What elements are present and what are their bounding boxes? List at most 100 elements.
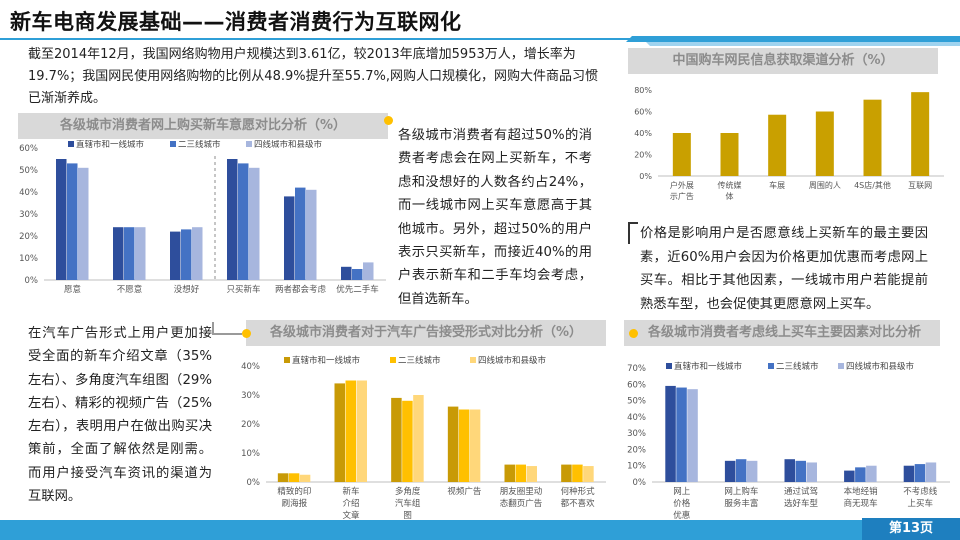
bar-chart1-s0-c2 <box>170 231 181 280</box>
bar-chart4-s1-c1 <box>735 459 747 482</box>
x-tick-label: 多角度汽车组图 <box>395 486 421 520</box>
bar-chart3-s1-c2 <box>402 400 413 482</box>
y-tick-label: 20% <box>19 232 38 242</box>
bar-chart4-s2-c1 <box>746 460 758 482</box>
bar-chart1-s0-c5 <box>341 266 352 280</box>
legend-label: 二三线城市 <box>776 361 819 372</box>
y-tick-label: 10% <box>19 254 38 264</box>
bar-chart4-s2-c0 <box>687 389 698 482</box>
legend-label: 直辖市和一线城市 <box>76 140 145 150</box>
legend-swatch <box>390 357 396 363</box>
bar-chart1-s1-c1 <box>124 227 135 280</box>
y-tick-label: 60% <box>634 108 652 117</box>
x-tick-label: 传统媒体 <box>718 180 742 201</box>
x-tick-label: 本地经销商无现车 <box>844 486 879 509</box>
bar-chart3-s2-c2 <box>413 395 424 482</box>
bar-chart3-s2-c0 <box>299 474 311 482</box>
x-tick-label: 朋友圈里动态翻页广告 <box>500 486 543 509</box>
x-tick-label: 只买新车 <box>226 284 260 295</box>
x-tick-label: 两者都会考虑 <box>275 284 327 295</box>
x-tick-label: 网上价格优惠 <box>673 487 691 520</box>
legend-label: 二三线城市 <box>178 140 221 150</box>
chart4-title-dot <box>629 329 638 338</box>
bar-chart3-s0-c3 <box>447 406 459 482</box>
y-tick-label: 30% <box>19 210 38 220</box>
x-tick-label: 户外展示广告 <box>670 180 694 201</box>
y-tick-label: 40% <box>241 362 260 372</box>
bar-chart3-s1-c3 <box>458 409 470 482</box>
y-tick-label: 0% <box>639 172 652 181</box>
y-tick-label: 60% <box>19 144 38 154</box>
legend-swatch <box>838 363 844 369</box>
bar-chart1-s1-c3 <box>238 163 249 280</box>
bar-chart4-s0-c2 <box>784 459 795 482</box>
right-text-bracket-top <box>628 222 638 224</box>
x-tick-label: 互联网 <box>908 181 932 190</box>
page-number: 第13页 <box>862 518 960 540</box>
y-tick-label: 80% <box>634 86 652 95</box>
legend-swatch <box>284 357 290 363</box>
y-tick-label: 10% <box>241 449 260 459</box>
bar-chart4-s2-c2 <box>806 462 817 482</box>
connector-left-h <box>212 333 242 335</box>
bar-chart1-s0-c1 <box>113 227 124 280</box>
bar-chart1-s1-c2 <box>181 229 192 280</box>
right-text-bracket <box>628 222 630 244</box>
legend-swatch <box>666 363 672 369</box>
bar-chart1-s0-c3 <box>227 159 238 280</box>
bar-chart2-s0-c0 <box>672 133 691 176</box>
legend-swatch <box>768 363 774 369</box>
mid-paragraph: 各级城市消费者有超过50%的消费者考虑会在网上买新车，不考虑和没想好的人数各约占… <box>398 128 592 307</box>
chart-online-factors: 0% 10% 20% 30% 40% 50% 60% 70% 网上价格优惠 网上购车服务丰富 通过试… <box>624 352 954 521</box>
y-tick-label: 30% <box>627 429 646 439</box>
chart-info-channels: 0% 20% 40% 60% 80% 户外展示广告 传统媒体 车展 周围的人 4S店/其他 互联网 <box>628 78 950 210</box>
bar-chart3-s1-c0 <box>288 473 300 482</box>
x-tick-label: 愿意 <box>64 284 81 295</box>
y-tick-label: 50% <box>627 397 646 407</box>
x-tick-label: 周围的人 <box>809 180 841 190</box>
legend-label: 二三线城市 <box>398 355 441 366</box>
x-tick-label: 没想好 <box>174 284 200 295</box>
y-tick-label: 30% <box>241 391 260 401</box>
bar-chart1-s0-c4 <box>284 196 295 280</box>
y-tick-label: 0% <box>25 276 39 286</box>
bar-chart1-s2-c1 <box>135 227 146 280</box>
legend-label: 直辖市和一线城市 <box>292 355 361 366</box>
chart4-svg: 0% 10% 20% 30% 40% 50% 60% 70% 网上价格优惠 网上购车服务丰富 通过试… <box>627 361 950 521</box>
y-tick-label: 40% <box>627 413 646 423</box>
chart-ad-formats: 0% 10% 20% 30% 40% 精致的印刷海报 新车介绍文章 多角度汽车组图 视频广告 朋友… <box>238 352 610 521</box>
bar-chart4-s0-c1 <box>724 460 736 482</box>
bar-chart1-s2-c3 <box>249 167 260 280</box>
y-tick-label: 60% <box>627 380 646 390</box>
bar-chart3-s2-c3 <box>469 409 481 482</box>
chart1-title-dot <box>384 116 393 125</box>
bar-chart4-s0-c0 <box>665 385 676 482</box>
x-tick-label: 不考虑线上买车 <box>903 486 938 509</box>
bar-chart4-s0-c4 <box>903 465 915 482</box>
chart4-title: 各级城市消费者考虑线上买车主要因素对比分析 <box>624 320 940 346</box>
chart3-title: 各级城市消费者对于汽车广告接受形式对比分析（%） <box>246 320 606 346</box>
y-tick-label: 20% <box>634 151 652 160</box>
y-tick-label: 40% <box>19 188 38 198</box>
bar-chart4-s1-c0 <box>676 387 687 482</box>
bar-chart4-s2-c3 <box>866 465 877 482</box>
bar-chart3-s2-c1 <box>356 380 367 482</box>
bar-chart1-s2-c0 <box>78 167 89 280</box>
y-tick-label: 0% <box>247 478 261 488</box>
bar-chart2-s0-c4 <box>863 99 882 176</box>
y-tick-label: 20% <box>627 445 646 455</box>
legend-swatch <box>470 357 476 363</box>
connector-left-v <box>212 322 214 334</box>
chart1-title: 各级城市消费者网上购买新车意愿对比分析（%） <box>18 113 388 139</box>
bar-chart3-s0-c1 <box>334 383 345 482</box>
decorative-stripes <box>626 36 960 46</box>
x-tick-label: 车展 <box>769 180 785 190</box>
bar-chart4-s2-c4 <box>925 462 937 482</box>
bar-chart3-s0-c2 <box>391 397 402 482</box>
x-tick-label: 精致的印刷海报 <box>277 486 311 509</box>
chart3-svg: 0% 10% 20% 30% 40% 精致的印刷海报 新车介绍文章 多角度汽车组图 视频广告 朋友… <box>241 355 606 521</box>
chart1-svg: 0% 10% 20% 30% 40% 50% 60% 愿意 不愿意 没想好 只买新车 两者都会考虑 优先… <box>19 139 386 295</box>
x-tick-label: 新车介绍文章 <box>342 486 360 520</box>
page-title: 新车电商发展基础——消费者消费行为互联网化 <box>10 10 462 34</box>
x-tick-label: 通过试驾选好车型 <box>784 486 819 509</box>
